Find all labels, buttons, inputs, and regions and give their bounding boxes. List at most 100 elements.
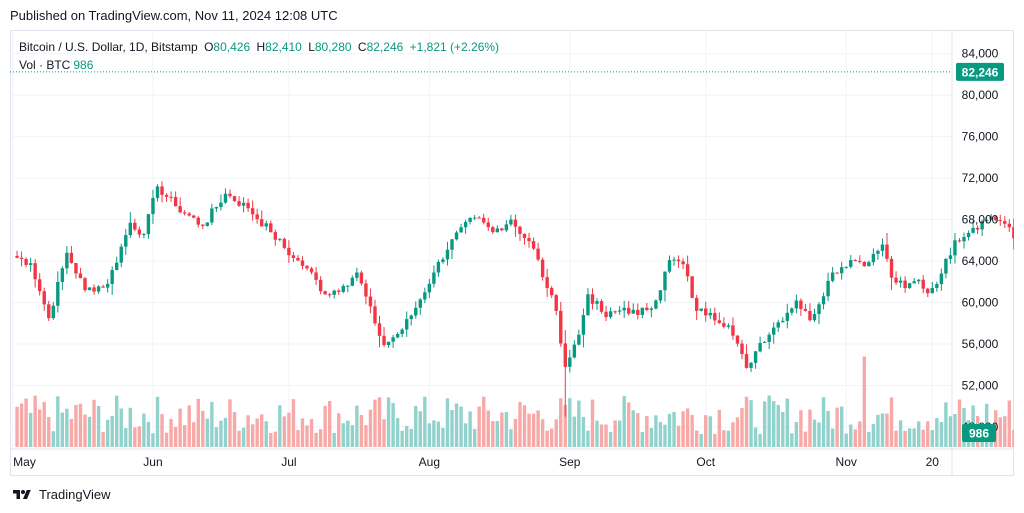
candle-body [599,301,604,312]
candle-body [912,281,916,284]
volume-bar [495,421,500,447]
candle-body [414,307,418,316]
volume-bar [735,417,740,447]
y-tick-label: 72,000 [962,171,999,185]
candle-body [228,193,232,197]
volume-bar [223,417,228,447]
volume-bar [835,407,839,447]
volume-bar [128,407,133,447]
candle-body [196,217,200,225]
candle-body [595,301,599,304]
candle-body [731,325,735,336]
candle-body [468,217,472,222]
candle-body [794,300,799,309]
volume-bar [849,424,853,447]
candle-body [944,258,948,274]
candle-body [713,312,717,321]
y-tick-label: 80,000 [962,88,999,102]
candle-body [409,315,413,320]
volume-bar [944,402,948,447]
candle-body [672,259,676,261]
legend-open: 80,426 [213,40,251,54]
candle-body [477,217,481,219]
volume-bar [169,418,173,447]
legend-close: 82,246 [366,40,404,54]
candle-body [540,259,545,278]
candle-body [418,299,422,308]
volume-bar [889,397,894,447]
volume-bar [627,402,631,447]
candle-body [740,343,744,355]
candle-body [649,308,654,310]
volume-bar [65,408,69,447]
volume-bar [794,422,799,447]
volume-bar [427,423,432,447]
volume-bar [826,410,830,447]
volume-bar [404,425,409,447]
x-tick-label: Nov [836,455,857,469]
candle-body [835,272,839,274]
volume-bar [187,405,191,447]
candle-body [830,272,835,281]
candle-body [962,237,966,242]
x-tick-label: 20 [926,455,940,469]
volume-bar [101,432,105,447]
volume-bar [676,425,681,447]
volume-bar [228,399,232,447]
candle-body [115,262,119,271]
volume-bar [758,433,762,447]
x-tick-label: Aug [419,455,440,469]
candle-body [377,323,382,336]
volume-bar [926,421,930,447]
volume-bar [409,428,413,447]
published-caption: Published on TradingView.com, Nov 11, 20… [10,8,338,23]
volume-bar [196,398,200,447]
x-tick-label: Oct [696,455,715,469]
volume-bar [894,430,898,447]
volume-bar [812,419,817,447]
volume-bar [105,419,110,447]
candle-body [917,279,921,282]
volume-bar [876,414,880,447]
candle-body [531,241,536,249]
candle-body [133,222,137,230]
volume-bar [690,415,694,447]
candle-body [627,307,631,314]
candle-body [124,235,128,247]
volume-bar [264,421,268,447]
volume-bar [518,402,522,447]
volume-bar [255,418,259,447]
volume-bar [323,405,327,447]
volume-bar [278,405,282,447]
candle-body [957,240,962,242]
candle-body [853,260,857,262]
volume-bar [767,395,771,447]
candle-body [395,333,400,338]
candle-body [56,281,60,306]
volume-bar [74,404,78,447]
volume-bar [726,430,731,447]
volume-bar [477,406,481,447]
candle-body [645,307,649,310]
volume-bar [491,421,495,447]
candle-body [83,278,87,291]
volume-bar [549,428,554,447]
price-chart[interactable]: 82,246 84,000 80,000 76,000 72,000 68,000 64,0… [10,30,1014,476]
legend-low-label: L [308,40,315,54]
candle-body [101,286,105,288]
candle-body [690,276,694,298]
volume-bar [250,424,255,447]
candle-body [364,283,368,297]
volume-bar [568,398,572,447]
candle-body [867,262,871,267]
volume-bar [1012,429,1014,447]
candle-body [994,216,998,221]
candle-body [486,222,490,228]
volume-bar [844,433,848,447]
volume-bar [667,413,672,447]
candle-body [105,283,110,288]
volume-bar [201,410,205,447]
volume-bar [821,397,826,447]
volume-bar [155,396,160,447]
tradingview-branding[interactable]: TradingView [10,487,111,502]
